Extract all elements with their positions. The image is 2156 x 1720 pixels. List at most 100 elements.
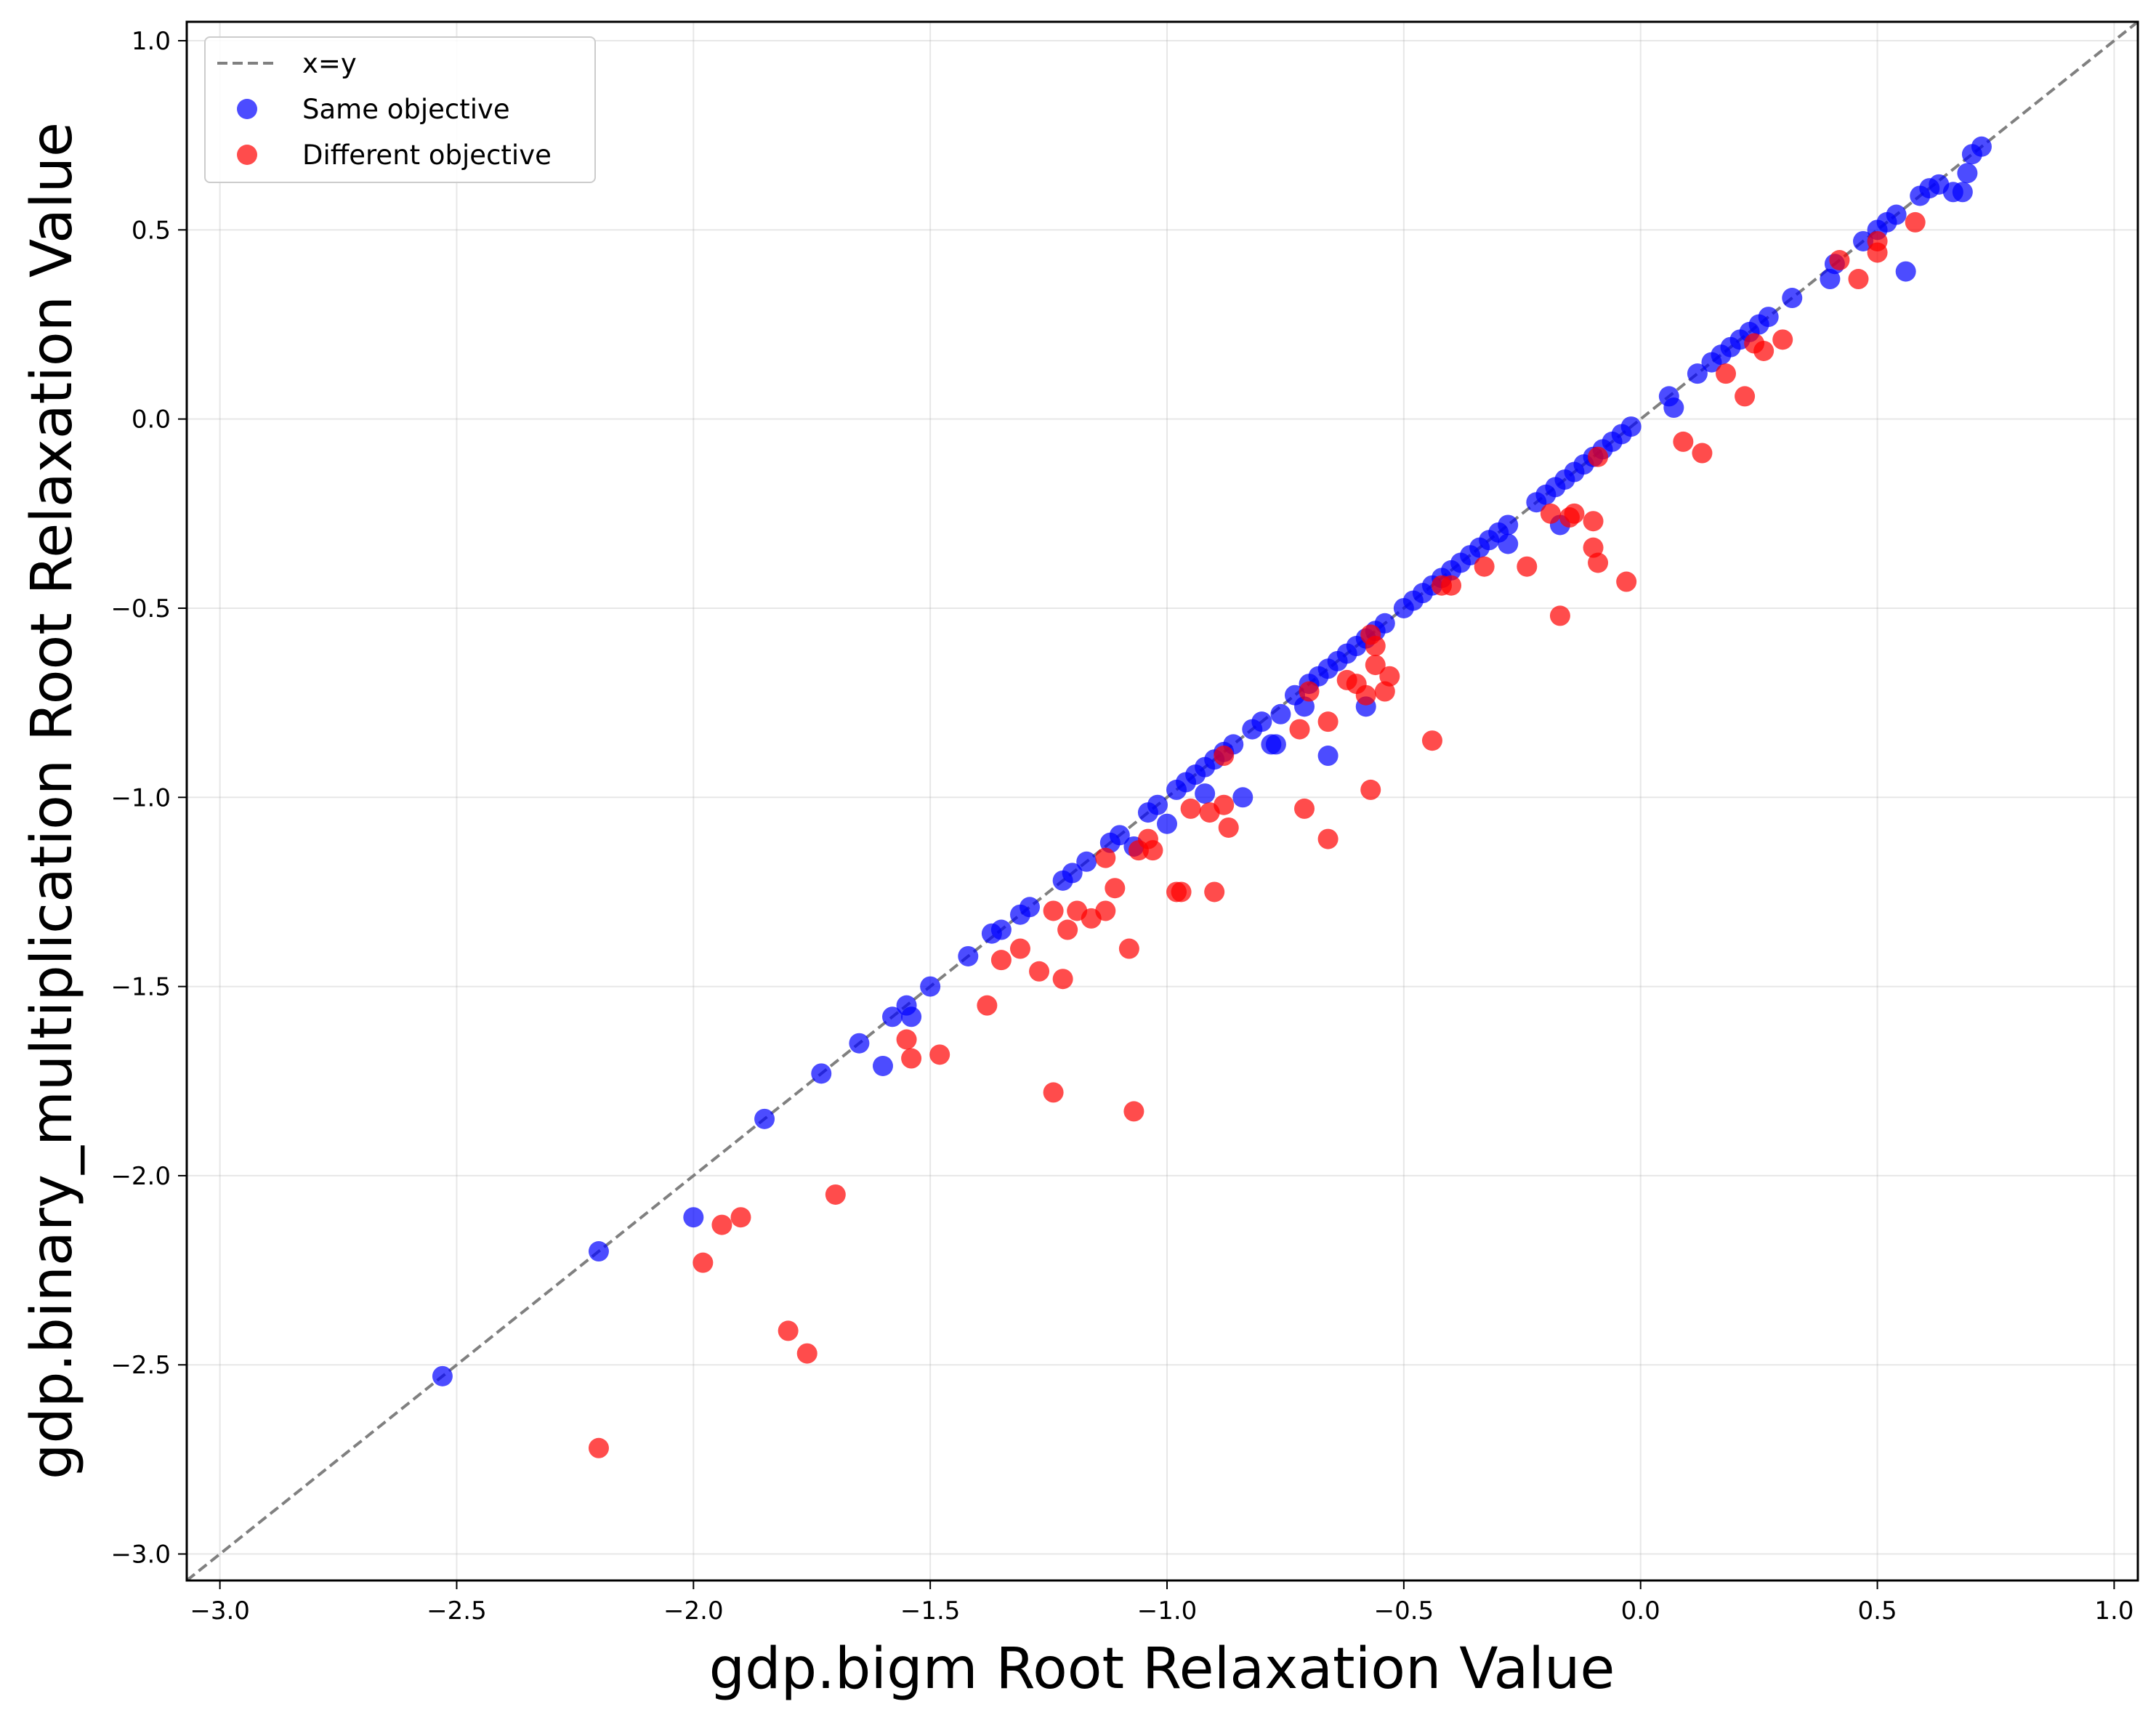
legend-label-same: Same objective — [302, 94, 510, 125]
same-objective-point-10 — [920, 976, 941, 997]
different-objective-point-3 — [730, 1207, 751, 1228]
different-objective-point-4 — [778, 1320, 799, 1341]
y-tick-label-1: −2.5 — [110, 1351, 171, 1380]
series-1 — [588, 211, 1926, 1458]
x-axis: −3.0 −2.5 −2.0 −1.5 −1.0 −0.5 0.0 0.5 1.0 — [190, 1580, 2133, 1626]
x-tick-label-7: 0.5 — [1858, 1596, 1897, 1626]
same-objective-point-102 — [1971, 136, 1992, 157]
different-objective-point-40 — [1317, 711, 1339, 732]
y-tick-label-3: −1.5 — [110, 973, 171, 1002]
different-objective-point-69 — [1753, 340, 1775, 361]
different-objective-point-71 — [1829, 249, 1850, 270]
same-objective-point-24 — [1157, 813, 1178, 834]
different-objective-point-47 — [1379, 666, 1400, 687]
same-objective-point-6 — [872, 1055, 893, 1076]
same-objective-point-28 — [1195, 783, 1216, 804]
different-objective-point-34 — [1218, 817, 1239, 838]
different-objective-point-67 — [1735, 386, 1756, 407]
same-objective-point-94 — [1895, 261, 1916, 282]
different-objective-point-45 — [1365, 655, 1386, 676]
different-objective-point-44 — [1360, 779, 1381, 800]
y-tick-label-4: −1.0 — [110, 783, 171, 812]
different-objective-point-66 — [1716, 363, 1737, 384]
different-objective-point-24 — [1123, 1101, 1144, 1122]
same-objective-point-5 — [849, 1033, 870, 1054]
same-objective-point-33 — [1232, 787, 1253, 808]
y-axis-title: gdp.binary_multiplication Root Relaxatio… — [20, 122, 85, 1479]
different-objective-point-65 — [1692, 443, 1713, 464]
different-objective-point-27 — [1142, 840, 1163, 861]
different-objective-point-16 — [1052, 969, 1073, 990]
legend-label-reference: x=y — [302, 48, 357, 79]
same-objective-point-78 — [1663, 397, 1684, 419]
different-objective-point-36 — [1289, 719, 1310, 740]
legend-marker-different — [237, 145, 257, 165]
x-tick-label-4: −1.0 — [1137, 1596, 1198, 1626]
different-objective-point-75 — [1905, 211, 1926, 233]
different-objective-point-10 — [977, 995, 998, 1016]
y-tick-label-6: 0.0 — [132, 405, 171, 435]
different-objective-point-74 — [1867, 230, 1888, 251]
different-objective-point-14 — [1043, 900, 1064, 921]
same-objective-point-87 — [1782, 288, 1803, 309]
different-objective-point-0 — [588, 1437, 609, 1458]
same-objective-point-9 — [901, 1006, 922, 1027]
different-objective-point-33 — [1214, 794, 1235, 815]
different-objective-point-8 — [901, 1048, 922, 1069]
x-tick-label-2: −2.0 — [663, 1596, 724, 1626]
x-tick-label-5: −0.5 — [1374, 1596, 1434, 1626]
different-objective-point-52 — [1441, 575, 1462, 596]
same-objective-point-86 — [1758, 307, 1779, 328]
same-objective-point-38 — [1270, 703, 1291, 724]
different-objective-point-1 — [693, 1252, 714, 1273]
reference-line — [185, 20, 2139, 1582]
same-objective-point-23 — [1147, 794, 1168, 815]
same-objective-point-64 — [1498, 514, 1519, 536]
different-objective-point-37 — [1294, 798, 1315, 819]
same-objective-point-7 — [882, 1006, 903, 1027]
different-objective-point-11 — [990, 950, 1012, 971]
different-objective-point-22 — [1105, 878, 1126, 899]
same-objective-point-100 — [1957, 163, 1978, 184]
different-objective-point-6 — [825, 1184, 846, 1205]
different-objective-point-49 — [1360, 624, 1381, 645]
same-objective-point-1 — [588, 1241, 609, 1262]
different-objective-point-15 — [1043, 1082, 1064, 1103]
different-objective-point-23 — [1118, 938, 1139, 959]
x-tick-label-0: −3.0 — [190, 1596, 250, 1626]
legend-box — [204, 36, 596, 183]
different-objective-point-38 — [1299, 681, 1320, 702]
different-objective-point-13 — [1029, 961, 1050, 982]
same-objective-point-76 — [1620, 416, 1642, 437]
different-objective-point-58 — [1564, 503, 1585, 524]
different-objective-point-53 — [1474, 556, 1495, 577]
different-objective-point-50 — [1421, 730, 1442, 751]
different-objective-point-54 — [1517, 556, 1538, 577]
same-objective-point-3 — [754, 1108, 775, 1129]
y-tick-label-2: −2.0 — [110, 1162, 171, 1191]
same-objective-point-20 — [1109, 825, 1130, 846]
different-objective-point-5 — [796, 1343, 817, 1364]
x-tick-label-1: −2.5 — [427, 1596, 487, 1626]
different-objective-point-70 — [1772, 329, 1793, 350]
same-objective-point-37 — [1265, 734, 1286, 755]
different-objective-point-35 — [1214, 746, 1235, 767]
different-objective-point-63 — [1616, 571, 1637, 592]
same-objective-point-43 — [1317, 746, 1339, 767]
different-objective-point-62 — [1588, 446, 1609, 467]
same-objective-point-11 — [958, 945, 979, 966]
same-objective-point-51 — [1374, 613, 1395, 634]
different-objective-point-61 — [1588, 552, 1609, 573]
different-objective-point-59 — [1583, 511, 1604, 532]
different-objective-point-9 — [929, 1044, 950, 1065]
legend: x=y Same objective Different objective — [204, 36, 596, 183]
different-objective-point-7 — [896, 1029, 917, 1050]
different-objective-point-72 — [1848, 269, 1869, 290]
same-objective-point-99 — [1952, 182, 1973, 203]
same-objective-point-93 — [1886, 204, 1907, 225]
same-objective-point-17 — [1062, 863, 1083, 884]
different-objective-point-43 — [1355, 685, 1376, 706]
same-objective-point-90 — [1853, 230, 1874, 251]
same-objective-point-0 — [432, 1365, 453, 1386]
y-tick-label-8: 1.0 — [132, 27, 171, 56]
